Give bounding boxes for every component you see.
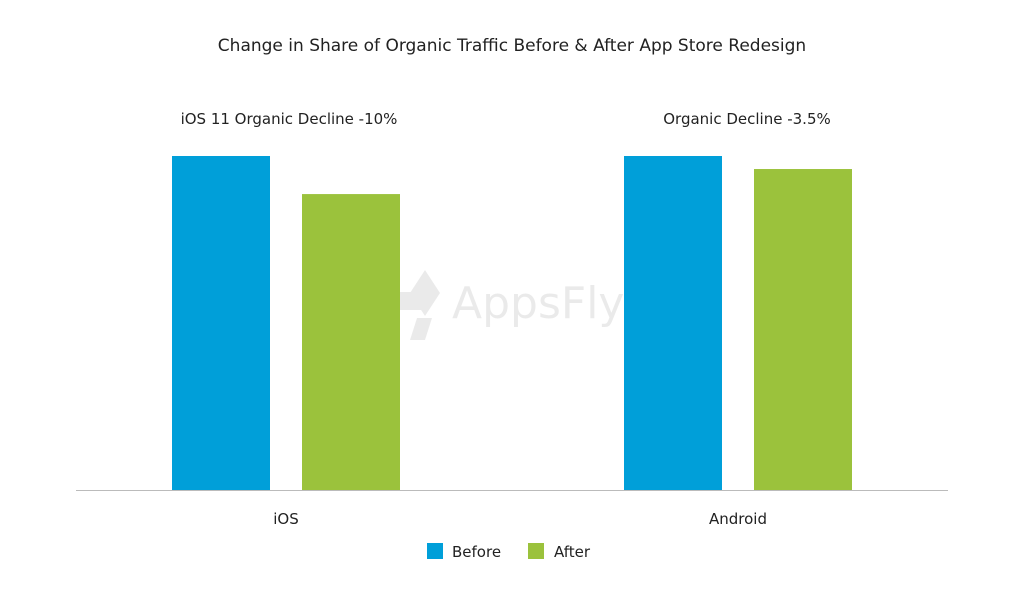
legend-swatch-after [528,543,544,559]
bar-android-after [754,169,852,490]
bar-ios-after [302,194,400,491]
watermark-logo-icon [410,270,440,316]
legend-label-before: Before [452,543,501,561]
legend-swatch-before [427,543,443,559]
annotation-android: Organic Decline -3.5% [663,110,831,128]
x-tick-label-ios: iOS [273,510,299,528]
legend-label-after: After [554,543,591,561]
x-tick-label-android: Android [709,510,767,528]
bar-ios-before [172,156,270,490]
bar-android-before [624,156,722,490]
chart-title: Change in Share of Organic Traffic Befor… [218,36,806,56]
annotation-ios: iOS 11 Organic Decline -10% [181,110,398,128]
